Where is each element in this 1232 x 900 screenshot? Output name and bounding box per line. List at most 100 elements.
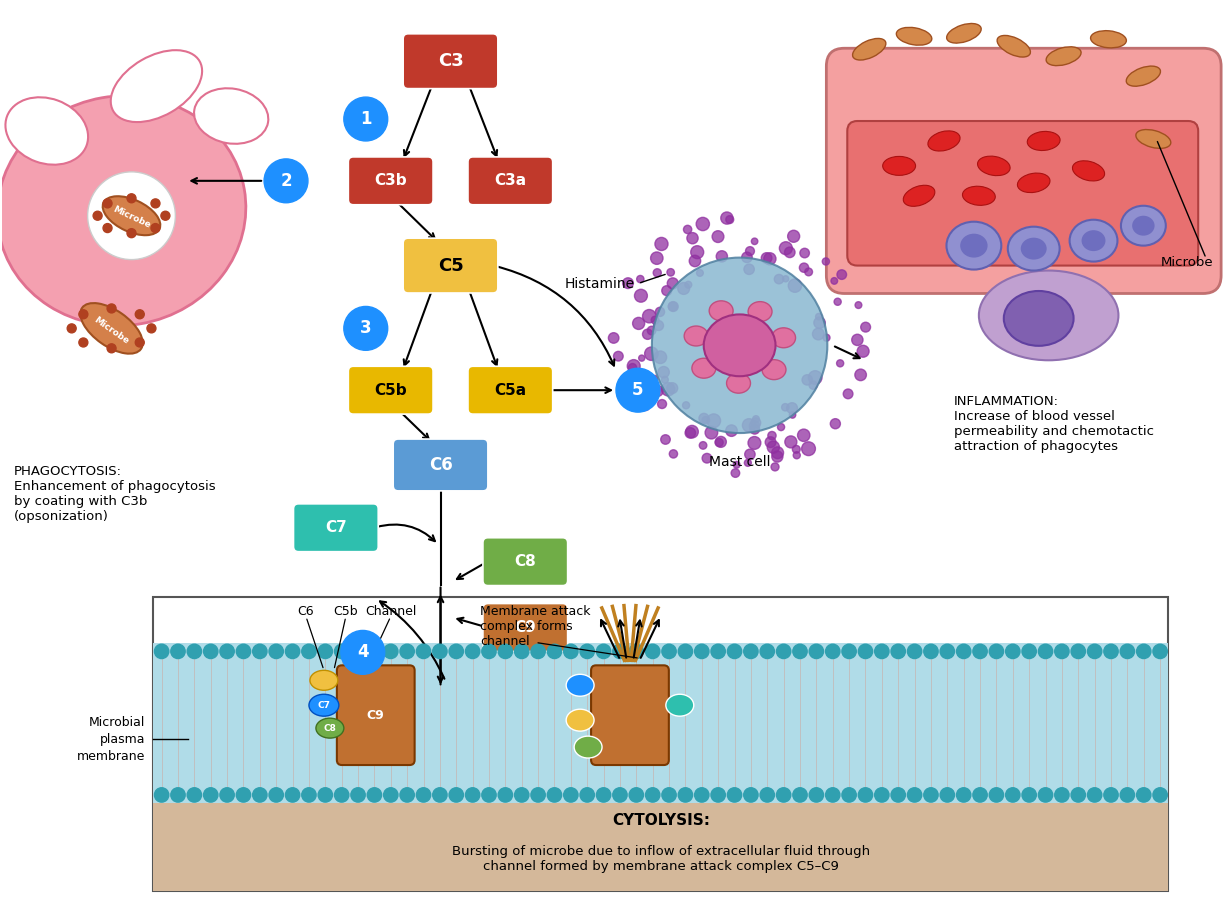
Circle shape bbox=[743, 418, 755, 432]
Circle shape bbox=[702, 417, 710, 424]
Circle shape bbox=[136, 338, 144, 347]
Ellipse shape bbox=[1126, 66, 1161, 86]
Circle shape bbox=[302, 788, 317, 802]
Circle shape bbox=[1071, 788, 1085, 802]
Circle shape bbox=[752, 238, 758, 245]
FancyBboxPatch shape bbox=[349, 157, 434, 205]
Circle shape bbox=[641, 398, 648, 404]
Circle shape bbox=[776, 644, 791, 659]
Circle shape bbox=[662, 376, 668, 383]
Circle shape bbox=[103, 223, 112, 232]
Circle shape bbox=[744, 459, 752, 466]
Ellipse shape bbox=[928, 130, 960, 151]
Circle shape bbox=[716, 251, 727, 262]
Circle shape bbox=[891, 788, 906, 802]
Circle shape bbox=[658, 366, 669, 378]
Circle shape bbox=[87, 172, 175, 259]
Circle shape bbox=[696, 270, 703, 276]
Circle shape bbox=[1104, 788, 1119, 802]
Circle shape bbox=[768, 431, 776, 440]
Circle shape bbox=[841, 644, 856, 659]
Circle shape bbox=[221, 788, 234, 802]
Ellipse shape bbox=[946, 23, 981, 43]
Circle shape bbox=[797, 429, 809, 442]
Circle shape bbox=[152, 199, 160, 208]
Circle shape bbox=[814, 317, 825, 328]
Circle shape bbox=[744, 644, 758, 659]
Circle shape bbox=[596, 788, 611, 802]
Circle shape bbox=[851, 334, 862, 346]
Circle shape bbox=[94, 212, 102, 220]
Ellipse shape bbox=[853, 39, 886, 60]
Circle shape bbox=[652, 257, 828, 433]
Circle shape bbox=[646, 644, 660, 659]
Circle shape bbox=[764, 253, 776, 265]
Circle shape bbox=[753, 416, 759, 422]
Circle shape bbox=[679, 644, 692, 659]
Circle shape bbox=[1104, 644, 1119, 659]
Circle shape bbox=[804, 268, 813, 275]
Circle shape bbox=[989, 644, 1004, 659]
Circle shape bbox=[416, 788, 431, 802]
Circle shape bbox=[344, 97, 388, 141]
Text: 1: 1 bbox=[360, 110, 372, 128]
Circle shape bbox=[383, 644, 398, 659]
Circle shape bbox=[776, 788, 791, 802]
Circle shape bbox=[622, 278, 633, 289]
Ellipse shape bbox=[1046, 47, 1082, 66]
Circle shape bbox=[825, 788, 840, 802]
FancyBboxPatch shape bbox=[403, 238, 498, 293]
Circle shape bbox=[857, 346, 869, 357]
Circle shape bbox=[771, 451, 782, 462]
Circle shape bbox=[785, 436, 797, 448]
Circle shape bbox=[450, 788, 463, 802]
Ellipse shape bbox=[567, 709, 594, 731]
Text: C6: C6 bbox=[429, 456, 452, 474]
Ellipse shape bbox=[1090, 31, 1126, 48]
Circle shape bbox=[1023, 788, 1036, 802]
Text: C3a: C3a bbox=[494, 174, 526, 188]
Ellipse shape bbox=[111, 50, 202, 122]
Text: C7: C7 bbox=[318, 701, 330, 710]
Circle shape bbox=[834, 298, 841, 305]
Circle shape bbox=[161, 212, 170, 220]
Circle shape bbox=[689, 256, 701, 266]
Circle shape bbox=[658, 400, 667, 409]
Text: CYTOLYSIS:: CYTOLYSIS: bbox=[612, 813, 710, 828]
Circle shape bbox=[861, 322, 871, 332]
Circle shape bbox=[750, 425, 760, 434]
Circle shape bbox=[351, 788, 365, 802]
Circle shape bbox=[816, 313, 822, 320]
Circle shape bbox=[744, 788, 758, 802]
Ellipse shape bbox=[315, 718, 344, 738]
Circle shape bbox=[318, 788, 333, 802]
Ellipse shape bbox=[1132, 216, 1154, 236]
Circle shape bbox=[1005, 788, 1020, 802]
Circle shape bbox=[823, 334, 830, 341]
Ellipse shape bbox=[567, 674, 594, 697]
Circle shape bbox=[612, 644, 627, 659]
Ellipse shape bbox=[574, 736, 602, 758]
Circle shape bbox=[748, 436, 761, 449]
Circle shape bbox=[147, 324, 156, 333]
Ellipse shape bbox=[962, 186, 995, 205]
FancyBboxPatch shape bbox=[827, 49, 1221, 293]
Circle shape bbox=[253, 644, 267, 659]
Circle shape bbox=[727, 644, 742, 659]
Ellipse shape bbox=[665, 694, 694, 716]
Circle shape bbox=[564, 788, 578, 802]
Ellipse shape bbox=[882, 157, 915, 176]
Circle shape bbox=[780, 242, 792, 255]
Circle shape bbox=[859, 644, 872, 659]
Circle shape bbox=[695, 644, 708, 659]
Circle shape bbox=[1137, 644, 1151, 659]
FancyBboxPatch shape bbox=[848, 121, 1199, 266]
Circle shape bbox=[711, 788, 726, 802]
Circle shape bbox=[641, 401, 650, 410]
Ellipse shape bbox=[309, 694, 339, 716]
Circle shape bbox=[450, 644, 463, 659]
Circle shape bbox=[400, 644, 414, 659]
Circle shape bbox=[707, 414, 721, 427]
Circle shape bbox=[628, 364, 637, 372]
Circle shape bbox=[653, 269, 662, 277]
